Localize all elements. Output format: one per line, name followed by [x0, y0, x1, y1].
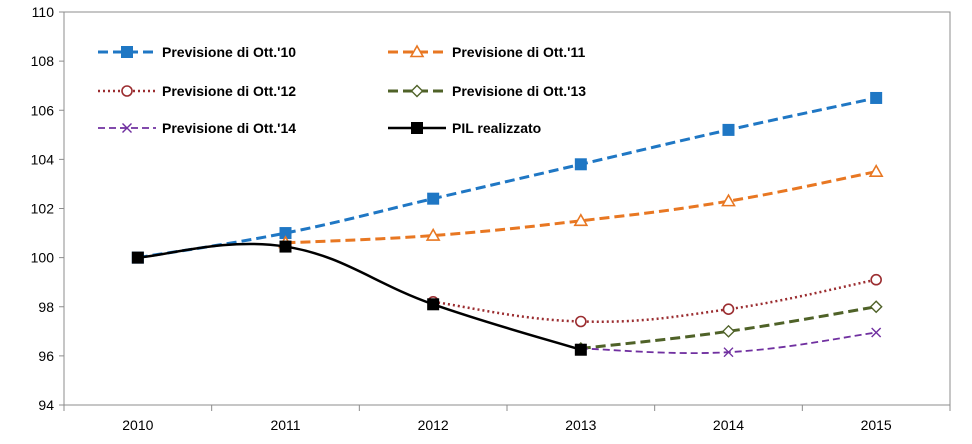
x-tick-label: 2012 — [418, 417, 449, 433]
data-point — [427, 298, 440, 311]
y-tick-label: 94 — [38, 397, 54, 413]
data-point — [722, 303, 735, 316]
data-point — [574, 158, 587, 171]
y-tick-label: 98 — [38, 299, 54, 315]
chart-axes — [63, 11, 951, 406]
series-line — [433, 278, 877, 323]
data-point — [574, 343, 587, 356]
data-point — [722, 123, 735, 136]
y-tick-label: 104 — [31, 151, 55, 167]
data-point — [723, 347, 734, 358]
legend-item: Previsione di Ott.'11 — [388, 44, 585, 60]
data-point — [131, 251, 144, 264]
data-point — [871, 327, 882, 338]
legend-swatch-marker — [409, 44, 425, 58]
series-2 — [278, 164, 884, 249]
data-point — [721, 193, 736, 207]
legend-swatch-marker — [411, 122, 423, 134]
legend-label: Previsione di Ott.'10 — [162, 44, 296, 60]
legend-swatch-marker — [410, 84, 424, 98]
data-point — [722, 324, 735, 338]
legend-item: Previsione di Ott.'13 — [388, 83, 586, 99]
legend-label: Previsione di Ott.'14 — [162, 120, 296, 136]
legend-item: Previsione di Ott.'12 — [98, 83, 296, 99]
legend-item: Previsione di Ott.'10 — [98, 44, 296, 60]
data-point — [868, 164, 884, 177]
x-tick-label: 2014 — [713, 417, 744, 433]
data-point — [870, 91, 883, 104]
series-line — [137, 242, 582, 351]
legend: Previsione di Ott.'10 Previsione di Ott.'… — [98, 44, 586, 136]
legend-label: PIL realizzato — [452, 120, 541, 136]
x-tick-label: 2010 — [122, 417, 153, 433]
series-line — [137, 96, 877, 260]
x-tick-label: 2015 — [861, 417, 892, 433]
x-tick-label: 2011 — [270, 417, 300, 433]
x-tick-label: 2013 — [565, 417, 596, 433]
series-line — [580, 305, 877, 350]
series-6 — [131, 240, 587, 356]
y-tick-label: 102 — [31, 201, 55, 217]
y-tick-label: 108 — [31, 53, 55, 69]
legend-swatch-marker — [122, 123, 132, 133]
y-tick-label: 106 — [31, 102, 55, 118]
legend-item: Previsione di Ott.'14 — [98, 120, 296, 136]
series-1 — [131, 91, 883, 264]
data-point — [279, 240, 292, 253]
y-axis-ticks: 94 96 98 100 102 104 106 108 110 — [31, 4, 64, 413]
data-point — [425, 227, 441, 241]
data-point — [870, 273, 882, 286]
y-tick-label: 100 — [31, 250, 55, 266]
data-point — [427, 192, 440, 205]
series-line — [285, 170, 877, 245]
legend-label: Previsione di Ott.'13 — [452, 83, 586, 99]
legend-label: Previsione di Ott.'12 — [162, 83, 296, 99]
plot-frame — [63, 11, 951, 406]
y-tick-label: 96 — [38, 348, 54, 364]
data-point — [573, 213, 589, 227]
legend-swatch-marker — [121, 85, 133, 97]
legend-label: Previsione di Ott.'11 — [452, 44, 585, 60]
data-point — [575, 315, 587, 328]
y-tick-label: 110 — [32, 4, 55, 20]
x-axis-ticks: 2010 2011 2012 2013 2014 2015 — [63, 405, 951, 433]
legend-item: PIL realizzato — [388, 120, 541, 136]
data-point — [869, 300, 883, 314]
legend-swatch-marker — [121, 46, 133, 58]
series-layer — [131, 91, 884, 358]
